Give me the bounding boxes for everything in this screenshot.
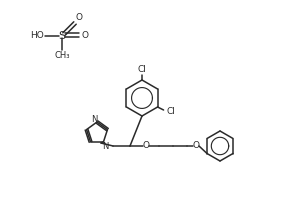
Text: S: S <box>58 31 66 41</box>
Text: HO: HO <box>30 32 44 40</box>
Text: O: O <box>81 30 88 40</box>
Text: O: O <box>142 141 150 151</box>
Text: O: O <box>76 13 83 23</box>
Text: CH₃: CH₃ <box>54 51 70 61</box>
Text: O: O <box>192 141 199 151</box>
Text: Cl: Cl <box>138 65 146 74</box>
Text: N: N <box>102 142 109 151</box>
Text: Cl: Cl <box>166 107 175 116</box>
Text: N: N <box>91 114 97 124</box>
